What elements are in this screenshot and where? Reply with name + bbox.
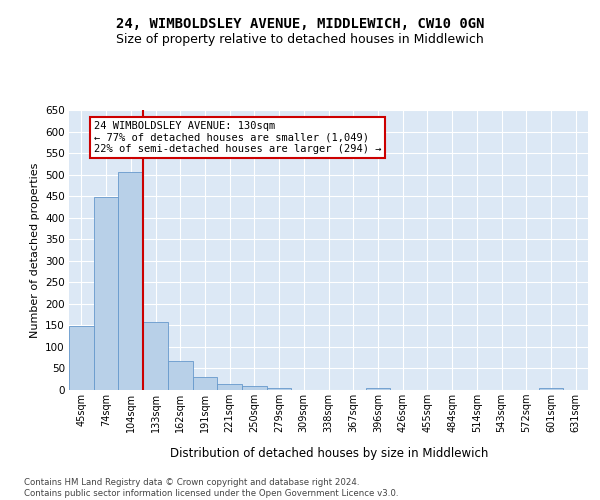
Bar	[242, 386, 267, 390]
Text: Size of property relative to detached houses in Middlewich: Size of property relative to detached ho…	[116, 32, 484, 46]
Text: 24, WIMBOLDSLEY AVENUE, MIDDLEWICH, CW10 0GN: 24, WIMBOLDSLEY AVENUE, MIDDLEWICH, CW10…	[116, 18, 484, 32]
Y-axis label: Number of detached properties: Number of detached properties	[29, 162, 40, 338]
Bar	[118, 172, 143, 390]
Bar	[539, 388, 563, 390]
Bar	[168, 360, 193, 390]
Text: Contains HM Land Registry data © Crown copyright and database right 2024.
Contai: Contains HM Land Registry data © Crown c…	[24, 478, 398, 498]
Bar	[267, 388, 292, 390]
Text: Distribution of detached houses by size in Middlewich: Distribution of detached houses by size …	[170, 448, 488, 460]
Bar	[193, 377, 217, 390]
Bar	[143, 322, 168, 390]
Bar	[217, 384, 242, 390]
Bar	[365, 388, 390, 390]
Bar	[94, 197, 118, 390]
Bar	[69, 326, 94, 390]
Text: 24 WIMBOLDSLEY AVENUE: 130sqm
← 77% of detached houses are smaller (1,049)
22% o: 24 WIMBOLDSLEY AVENUE: 130sqm ← 77% of d…	[94, 121, 381, 154]
